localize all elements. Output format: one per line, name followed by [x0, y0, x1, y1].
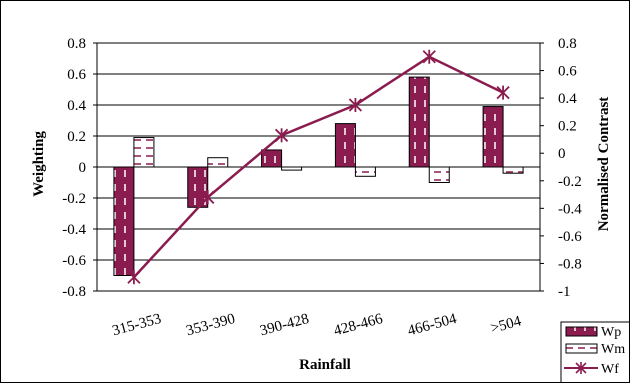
point-wf — [274, 128, 289, 143]
x-tick-label: >504 — [489, 313, 524, 337]
y2-tick-label: 0.6 — [558, 64, 577, 80]
point-wf — [422, 49, 436, 64]
legend-marker-wf — [575, 362, 587, 374]
y2-tick-label: 0.8 — [558, 36, 577, 52]
bar-wm — [354, 166, 376, 177]
y2-tick-label: 0.4 — [558, 91, 577, 107]
x-tick-label: 466-504 — [406, 311, 459, 340]
point-wf — [348, 98, 363, 112]
point-wf — [496, 85, 510, 100]
x-tick-label: 315-353 — [111, 311, 163, 339]
bar-wp — [334, 123, 356, 168]
y-tick-label: -0.6 — [62, 253, 86, 269]
y2-tick-label: 0 — [558, 146, 566, 162]
legend-swatch-wp — [565, 326, 598, 337]
y-tick-label: -0.8 — [62, 284, 86, 300]
legend-swatch-wm — [565, 343, 598, 354]
bar-wp — [261, 149, 283, 168]
y2-tick-label: -0.4 — [558, 201, 582, 217]
legend-label-wf: Wf — [601, 362, 619, 377]
bar-wp — [482, 106, 504, 168]
y2-tick-label: -1 — [558, 284, 571, 300]
point-wf — [201, 190, 215, 205]
bar-wm — [502, 166, 524, 174]
legend-label-wp: Wp — [601, 325, 621, 340]
x-axis-title: Rainfall — [299, 357, 351, 373]
y-tick-label: 0.8 — [67, 36, 86, 52]
y-tick-label: 0 — [79, 160, 87, 176]
bars — [113, 76, 524, 276]
y2-tick-label: -0.8 — [558, 256, 582, 272]
x-tick-label: 390-428 — [258, 311, 310, 339]
legend-label-wm: Wm — [601, 342, 625, 357]
line-wf — [132, 55, 504, 279]
bar-wp — [408, 76, 430, 168]
y2-tick-label: -0.6 — [558, 229, 582, 245]
y2-tick-label: 0.2 — [558, 119, 577, 135]
bar-wp — [113, 166, 135, 276]
y-tick-label: -0.2 — [62, 191, 86, 207]
x-tick-label: 353-390 — [184, 311, 236, 339]
y-axis-title: Weighting — [31, 131, 47, 197]
axes — [93, 42, 544, 292]
y-tick-label: 0.6 — [67, 67, 86, 83]
line-series — [127, 49, 510, 285]
legend: Wp Wm Wf — [560, 321, 630, 383]
bar-wm — [207, 157, 229, 168]
bar-wm — [428, 166, 450, 183]
y-tick-label: 0.2 — [67, 129, 86, 145]
bar-wm — [133, 137, 155, 168]
y2-axis-title: Normalised Contrast — [596, 97, 612, 232]
tick-labels: -0.8 -0.6 -0.4 -0.2 0 0.2 0.4 0.6 0.8 -1 -0.8 -0.6 -… — [62, 36, 582, 339]
point-wf — [127, 270, 141, 285]
x-tick-label: 428-466 — [332, 311, 385, 340]
y2-tick-label: -0.2 — [558, 174, 582, 190]
y-tick-label: -0.4 — [62, 222, 86, 238]
y-tick-label: 0.4 — [67, 98, 86, 114]
